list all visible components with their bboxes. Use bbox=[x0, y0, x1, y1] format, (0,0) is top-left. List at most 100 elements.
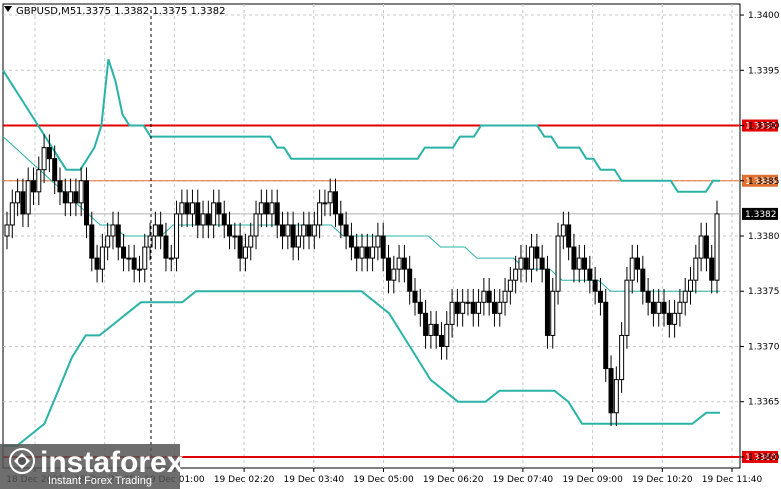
candle-body bbox=[338, 213, 344, 226]
candle-body bbox=[534, 246, 540, 259]
candle-body bbox=[121, 246, 127, 259]
candle-body bbox=[94, 257, 100, 270]
candle-body bbox=[571, 246, 577, 270]
y-tick-label: 1.3370 bbox=[748, 342, 780, 352]
y-tick-label: 1.3385 bbox=[748, 177, 780, 187]
candle-body bbox=[216, 202, 222, 215]
candle-body bbox=[677, 301, 683, 314]
candle-body bbox=[359, 246, 365, 259]
x-tick-label: 19 Dec 06:20 bbox=[423, 475, 484, 485]
candle-body bbox=[486, 290, 492, 303]
candle-body bbox=[518, 257, 524, 270]
candle-body bbox=[105, 235, 111, 248]
candle-body bbox=[142, 246, 148, 270]
candle-body bbox=[576, 257, 582, 270]
candle-body bbox=[78, 180, 84, 204]
candle-body bbox=[476, 301, 482, 314]
candle-body bbox=[438, 334, 444, 347]
candle-body bbox=[295, 235, 301, 248]
candle-body bbox=[412, 290, 418, 303]
candle-body bbox=[597, 290, 603, 303]
candle-body bbox=[507, 279, 513, 292]
candle-body bbox=[248, 235, 254, 248]
candle-body bbox=[9, 202, 15, 226]
candle-body bbox=[698, 235, 704, 259]
candle-body bbox=[41, 147, 47, 171]
candle-body bbox=[264, 202, 270, 215]
candle-body bbox=[205, 213, 211, 226]
ohlc-readout: 1.3375 1.3382 1.3375 1.3382 bbox=[76, 6, 226, 17]
candle-body bbox=[131, 257, 137, 270]
candle-body bbox=[20, 191, 26, 215]
candle-body bbox=[73, 191, 79, 204]
x-tick-label: 19 Dec 02:20 bbox=[214, 475, 275, 485]
x-tick-label: 19 Dec 09:00 bbox=[562, 475, 623, 485]
candle-body bbox=[343, 224, 349, 237]
candle-body bbox=[370, 246, 376, 259]
candle-body bbox=[454, 301, 460, 314]
bollinger-upper-line bbox=[2, 58, 720, 193]
candle-body bbox=[200, 213, 206, 226]
candle-body bbox=[423, 312, 429, 336]
candle-body bbox=[650, 301, 656, 314]
candle-body bbox=[322, 202, 328, 205]
candle-body bbox=[385, 257, 391, 281]
candle-body bbox=[529, 246, 535, 270]
candle-body bbox=[661, 301, 667, 314]
x-tick-label: 19 Dec 05:00 bbox=[353, 475, 414, 485]
candle-body bbox=[274, 202, 280, 226]
candle-body bbox=[189, 202, 195, 215]
candle-body bbox=[703, 235, 709, 259]
candle-body bbox=[354, 246, 360, 259]
collapse-triangle-icon[interactable] bbox=[4, 6, 12, 12]
candle-body bbox=[544, 268, 550, 336]
candle-body bbox=[269, 202, 275, 215]
candle-body bbox=[391, 268, 397, 281]
candle-body bbox=[237, 235, 243, 259]
candle-body bbox=[502, 290, 508, 303]
x-tick-label: 19 Dec 10:20 bbox=[632, 475, 693, 485]
candle-body bbox=[290, 224, 296, 248]
candle-body bbox=[258, 202, 264, 215]
candle-body bbox=[682, 290, 688, 303]
y-tick-label: 1.3390 bbox=[748, 122, 780, 132]
candle-body bbox=[136, 268, 142, 271]
candle-body bbox=[629, 257, 635, 281]
candle-body bbox=[280, 224, 286, 237]
candle-body bbox=[587, 268, 593, 281]
candle-body bbox=[99, 246, 105, 270]
candle-body bbox=[539, 257, 545, 270]
candle-body bbox=[62, 191, 68, 204]
candle-body bbox=[497, 301, 503, 314]
candle-body bbox=[184, 202, 190, 215]
symbol-label: GBPUSD,M5 bbox=[16, 6, 76, 17]
candle-body bbox=[592, 279, 598, 292]
candle-body bbox=[253, 213, 259, 237]
bollinger-lower-line bbox=[3, 290, 720, 447]
candle-body bbox=[68, 191, 74, 204]
candle-body bbox=[693, 257, 699, 281]
candle-body bbox=[52, 158, 58, 182]
candle-body bbox=[396, 257, 402, 270]
candle-body bbox=[211, 202, 217, 226]
candle-body bbox=[624, 279, 630, 336]
candle-body bbox=[666, 312, 672, 325]
candle-body bbox=[174, 213, 180, 259]
candle-body bbox=[227, 224, 233, 237]
candle-body bbox=[401, 257, 407, 270]
watermark-logo: instaforex Instant Forex Trading bbox=[0, 444, 184, 489]
candle-body bbox=[407, 268, 413, 292]
brand-tagline: Instant Forex Trading bbox=[48, 475, 152, 487]
candle-body bbox=[481, 290, 487, 303]
level-tag bbox=[742, 450, 778, 463]
candle-body bbox=[444, 323, 450, 347]
candle-body bbox=[582, 257, 588, 270]
candle-body bbox=[163, 235, 169, 259]
candle-body bbox=[566, 224, 572, 248]
candle-body bbox=[327, 191, 333, 204]
candle-body bbox=[523, 257, 529, 270]
candle-body bbox=[126, 257, 132, 260]
candle-body bbox=[608, 368, 614, 414]
candle-body bbox=[688, 279, 694, 292]
